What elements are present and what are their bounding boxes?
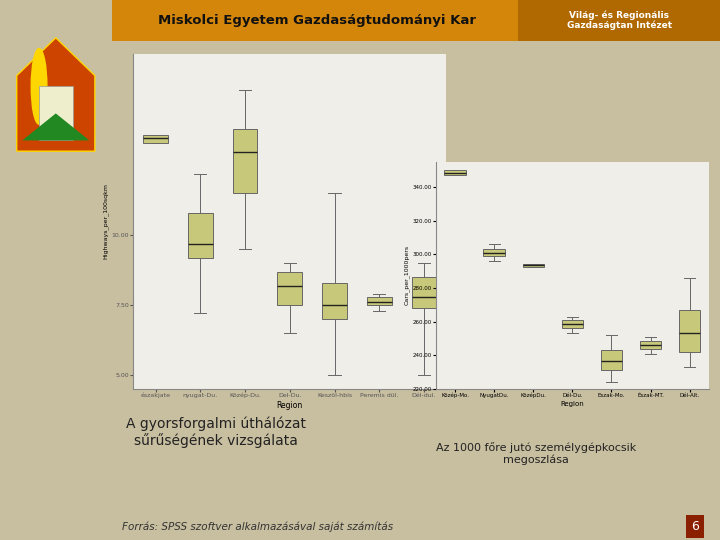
Text: A gyorsforgalmi úthálózat
sűrűségének vizsgálata: A gyorsforgalmi úthálózat sűrűségének vi… [126,416,306,448]
PathPatch shape [562,320,583,328]
Text: Miskolci Egyetem Gazdaságtudományi Kar: Miskolci Egyetem Gazdaságtudományi Kar [158,14,476,27]
PathPatch shape [679,310,701,352]
Text: Az 1000 főre jutó személygépkocsik
megoszlása: Az 1000 főre jutó személygépkocsik megos… [436,442,636,465]
PathPatch shape [600,350,622,370]
X-axis label: Region: Region [276,401,303,410]
PathPatch shape [323,283,347,319]
PathPatch shape [233,130,257,193]
Y-axis label: Highways_per_100sqkm: Highways_per_100sqkm [103,184,109,259]
PathPatch shape [484,248,505,256]
Text: Világ- és Regionális
Gazdaságtan Intézet: Világ- és Regionális Gazdaságtan Intézet [567,10,672,30]
Text: 6: 6 [691,520,698,533]
PathPatch shape [640,341,662,349]
PathPatch shape [188,213,212,258]
PathPatch shape [143,135,168,143]
Polygon shape [22,113,89,140]
X-axis label: Region: Region [561,401,584,407]
Text: Forrás: SPSS szoftver alkalmazásával saját számítás: Forrás: SPSS szoftver alkalmazásával saj… [122,521,394,532]
PathPatch shape [444,171,466,176]
PathPatch shape [523,264,544,267]
Circle shape [31,49,47,124]
PathPatch shape [367,297,392,305]
PathPatch shape [412,277,436,308]
FancyBboxPatch shape [112,0,518,40]
Polygon shape [17,38,95,151]
PathPatch shape [277,272,302,305]
FancyBboxPatch shape [518,0,720,40]
Bar [39,86,73,140]
Y-axis label: Cars_per_1000pers: Cars_per_1000pers [404,245,410,306]
